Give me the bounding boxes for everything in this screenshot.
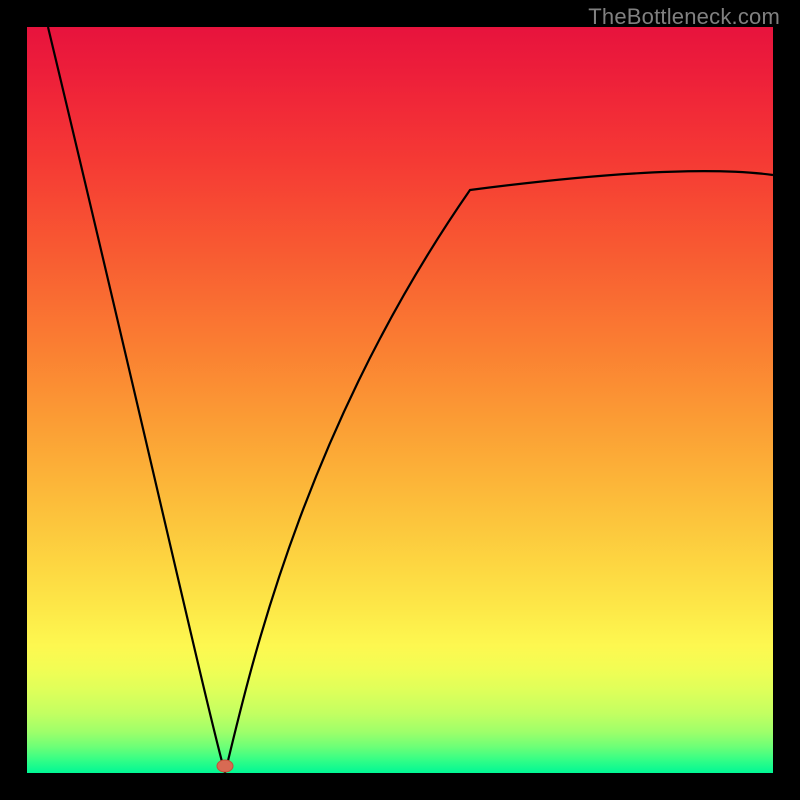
plot-background (27, 27, 773, 773)
chart-frame: TheBottleneck.com (0, 0, 800, 800)
watermark-text: TheBottleneck.com (588, 4, 780, 30)
minimum-marker (217, 760, 233, 772)
bottleneck-chart (0, 0, 800, 800)
